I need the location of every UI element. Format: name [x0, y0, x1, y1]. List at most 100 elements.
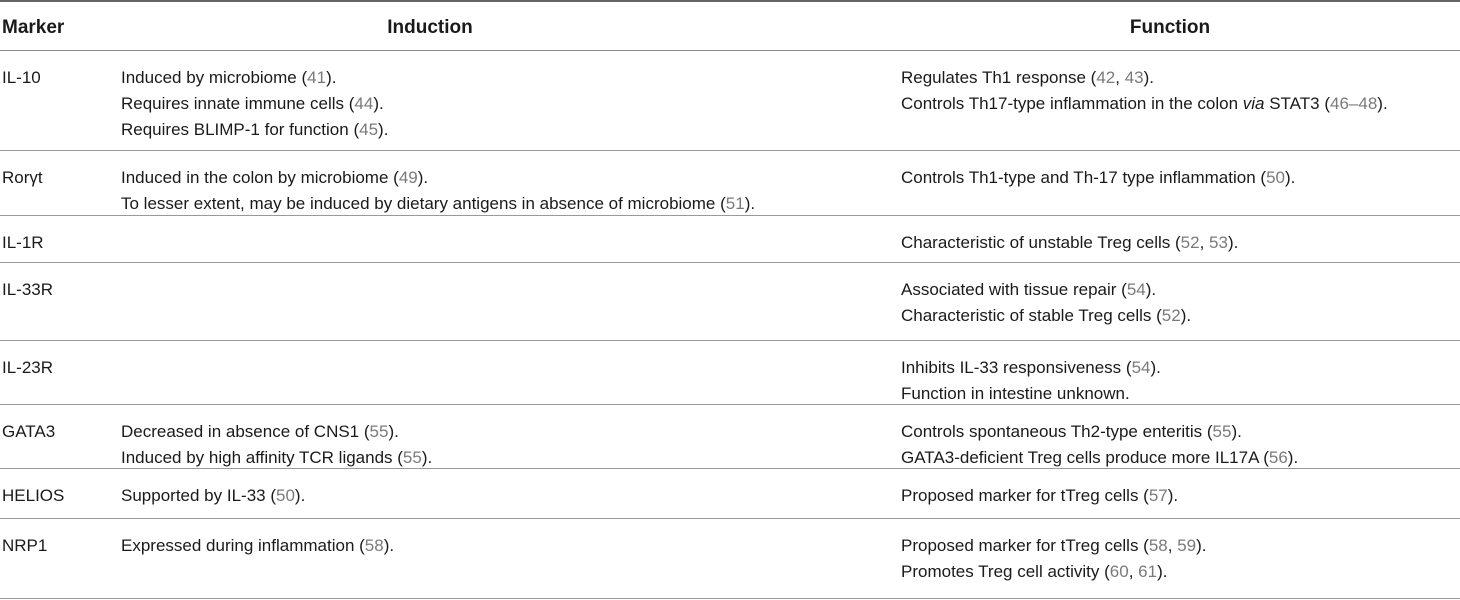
reference-link[interactable]: 46–48: [1330, 94, 1378, 113]
header-function: Function: [1129, 17, 1211, 38]
reference-link[interactable]: 58: [1148, 536, 1168, 555]
cell-text: ).: [373, 94, 384, 113]
cell-text: ).: [421, 448, 433, 467]
reference-link[interactable]: 55: [402, 448, 422, 467]
row-divider: [0, 518, 1460, 519]
reference-link[interactable]: 55: [369, 422, 389, 441]
function-line: Promotes Treg cell activity (60, 61).: [901, 559, 1207, 585]
induction-cell: Induced by microbiome (41). Requires inna…: [121, 65, 388, 143]
function-line: Controls spontaneous Th2-type enteritis …: [901, 419, 1298, 445]
cell-text: Proposed marker for tTreg cells (: [901, 486, 1149, 505]
function-cell: Controls spontaneous Th2-type enteritis …: [901, 419, 1298, 471]
header-induction: Induction: [387, 17, 473, 38]
reference-link[interactable]: 59: [1177, 536, 1197, 555]
function-line: GATA3-deficient Treg cells produce more …: [901, 445, 1298, 471]
induction-line: Induced by microbiome (41).: [121, 65, 388, 91]
function-line: Inhibits IL-33 responsiveness (54).: [901, 355, 1161, 381]
reference-link[interactable]: 58: [364, 536, 384, 555]
row-divider: [0, 404, 1460, 405]
cell-text: Controls spontaneous Th2-type enteritis …: [901, 422, 1213, 441]
reference-link[interactable]: 51: [725, 194, 745, 213]
reference-link[interactable]: 50: [1266, 168, 1285, 187]
cell-text: ).: [1227, 233, 1239, 252]
marker-cell: Rorγt: [2, 168, 43, 187]
cell-text: Controls Th17-type inflammation in the c…: [901, 94, 1243, 113]
cell-text: ).: [417, 168, 429, 187]
induction-cell: Supported by IL-33 (50).: [121, 483, 305, 509]
cell-text: Induced by high affinity TCR ligands (: [121, 448, 403, 467]
reference-link[interactable]: 41: [307, 68, 327, 87]
cell-text: ).: [383, 536, 395, 555]
function-line: Proposed marker for tTreg cells (58, 59)…: [901, 533, 1207, 559]
function-line: Function in intestine unknown.: [901, 381, 1161, 407]
italic-text: via: [1242, 94, 1265, 113]
row-divider: [0, 262, 1460, 263]
cell-text: ,: [1199, 233, 1210, 252]
reference-link[interactable]: 45: [359, 120, 379, 139]
row-divider: [0, 150, 1460, 151]
reference-link[interactable]: 44: [354, 94, 374, 113]
reference-link[interactable]: 57: [1148, 486, 1168, 505]
reference-link[interactable]: 52: [1161, 306, 1181, 325]
marker-cell: IL-1R: [2, 233, 44, 252]
reference-link[interactable]: 54: [1131, 358, 1151, 377]
cell-text: ).: [388, 422, 399, 441]
table-row: GATA3 Decreased in absence of CNS1 (55). I…: [0, 405, 1460, 469]
cell-text: Promotes Treg cell activity (: [901, 562, 1110, 581]
cell-text: Expressed during inflammation (: [121, 536, 365, 555]
cell-text: Supported by IL-33 (: [121, 486, 276, 505]
marker-cell: IL-23R: [2, 358, 54, 377]
induction-line: Expressed during inflammation (58).: [121, 533, 394, 559]
reference-link[interactable]: 55: [1212, 422, 1232, 441]
table-top-rule: [0, 0, 1460, 2]
induction-cell: Induced in the colon by microbiome (49).…: [121, 165, 755, 217]
cell-text: ).: [1143, 68, 1154, 87]
cell-text: ).: [1180, 306, 1192, 325]
function-line: Proposed marker for tTreg cells (57).: [901, 483, 1178, 509]
induction-line: Induced by high affinity TCR ligands (55…: [121, 445, 432, 471]
cell-text: Characteristic of unstable Treg cells (: [901, 233, 1181, 252]
cell-text: Characteristic of stable Treg cells (: [901, 306, 1162, 325]
cell-text: Requires innate immune cells (: [121, 94, 355, 113]
table-row: Rorγt Induced in the colon by microbiome …: [0, 151, 1460, 216]
cell-text: ).: [1196, 536, 1207, 555]
induction-line: Requires BLIMP-1 for function (45).: [121, 117, 388, 143]
cell-text: Proposed marker for tTreg cells (: [901, 536, 1149, 555]
reference-link[interactable]: 49: [398, 168, 418, 187]
cell-text: GATA3-deficient Treg cells produce more …: [901, 448, 1269, 467]
reference-link[interactable]: 42: [1096, 68, 1116, 87]
reference-link[interactable]: 43: [1124, 68, 1144, 87]
cell-text: ).: [1231, 422, 1242, 441]
table-row: IL-33R Associated with tissue repair (54)…: [0, 263, 1460, 341]
cell-text: Function in intestine unknown.: [901, 384, 1130, 403]
cell-text: ).: [1377, 94, 1388, 113]
cell-text: Induced in the colon by microbiome (: [121, 168, 399, 187]
reference-link[interactable]: 52: [1180, 233, 1200, 252]
reference-link[interactable]: 50: [275, 486, 295, 505]
reference-link[interactable]: 53: [1209, 233, 1228, 252]
function-line: Characteristic of unstable Treg cells (5…: [901, 230, 1238, 256]
cell-text: ).: [1150, 358, 1161, 377]
induction-line: To lesser extent, may be induced by diet…: [121, 191, 755, 217]
header-rule: [0, 50, 1460, 51]
reference-link[interactable]: 56: [1268, 448, 1288, 467]
induction-cell: Expressed during inflammation (58).: [121, 533, 394, 559]
function-cell: Regulates Th1 response (42, 43). Controls…: [901, 65, 1388, 117]
induction-cell: Decreased in absence of CNS1 (55). Induce…: [121, 419, 432, 471]
marker-cell: GATA3: [2, 422, 56, 441]
table-row: HELIOS Supported by IL-33 (50). Proposed m…: [0, 469, 1460, 519]
function-cell: Characteristic of unstable Treg cells (5…: [901, 230, 1238, 256]
cell-text: ).: [326, 68, 337, 87]
cell-text: ).: [378, 120, 389, 139]
reference-link[interactable]: 61: [1138, 562, 1158, 581]
cell-text: Induced by microbiome (: [121, 68, 308, 87]
marker-cell: IL-33R: [2, 280, 54, 299]
induction-line: Decreased in absence of CNS1 (55).: [121, 419, 432, 445]
reference-link[interactable]: 60: [1109, 562, 1129, 581]
cell-text: ).: [1157, 562, 1168, 581]
cell-text: ).: [744, 194, 756, 213]
header-marker: Marker: [2, 17, 65, 38]
function-cell: Controls Th1-type and Th-17 type inflamm…: [901, 165, 1295, 191]
cell-text: ,: [1128, 562, 1139, 581]
reference-link[interactable]: 54: [1126, 280, 1146, 299]
